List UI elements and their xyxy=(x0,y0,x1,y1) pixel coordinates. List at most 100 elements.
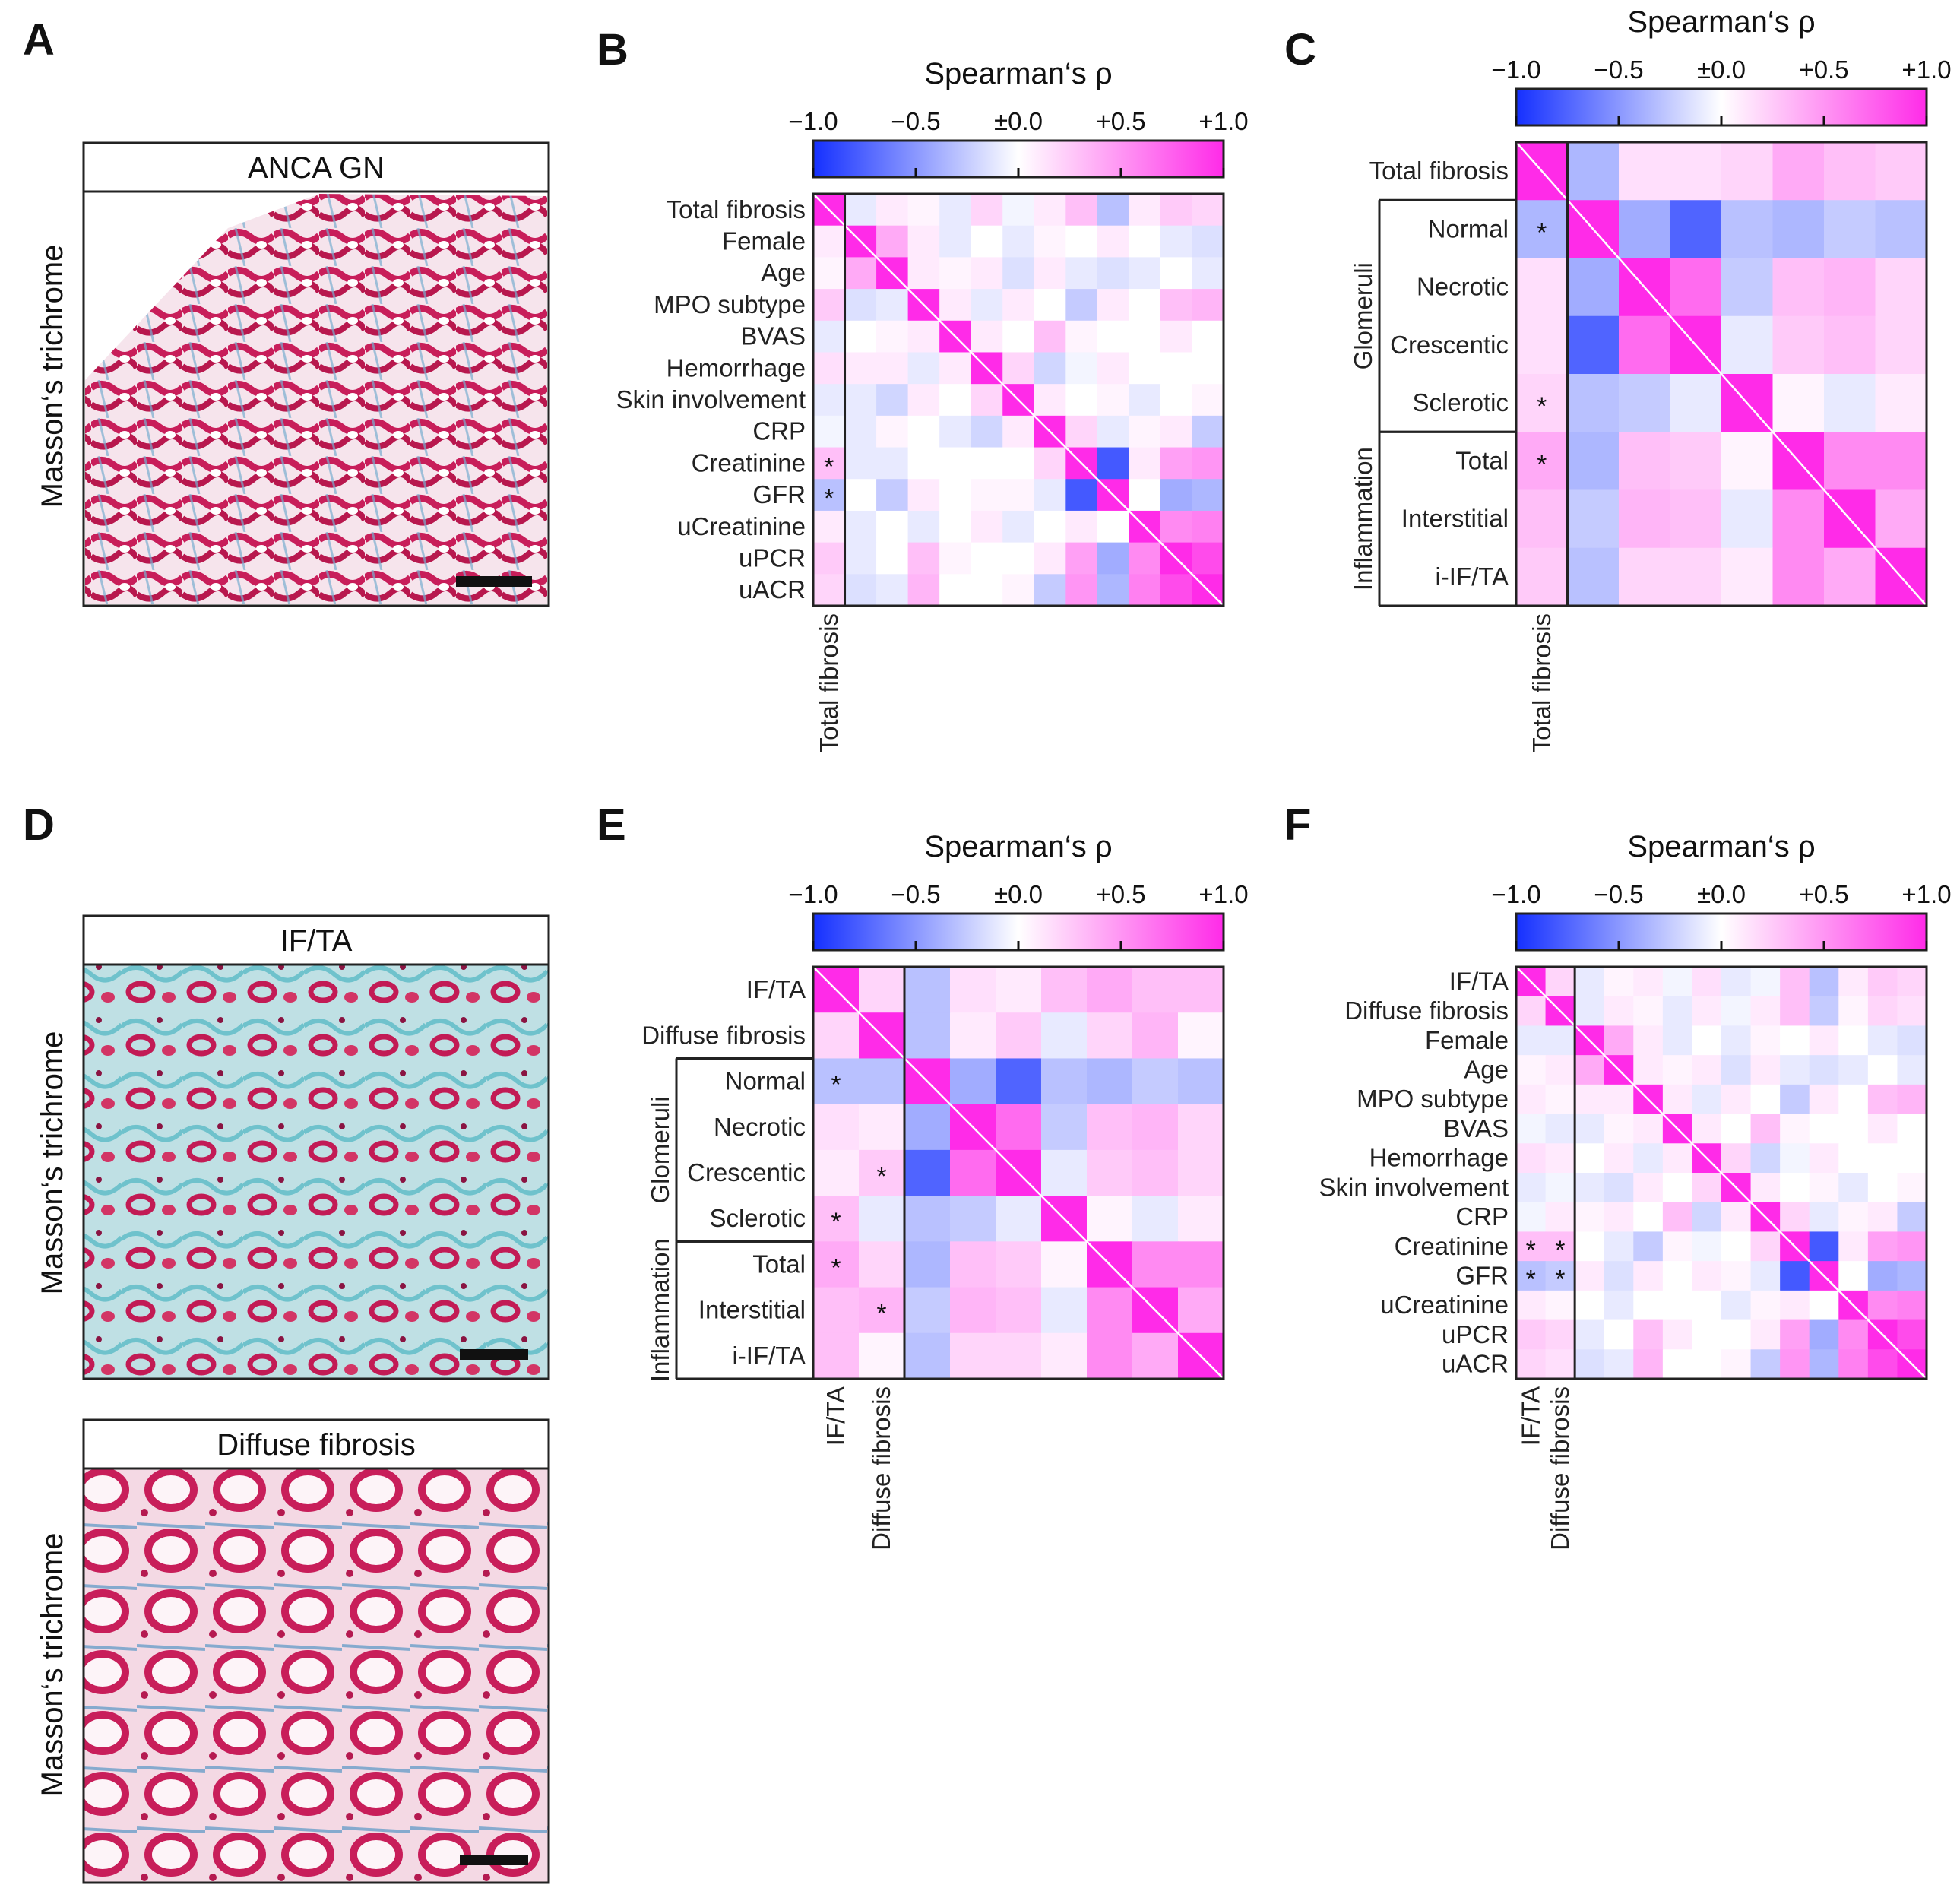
row-label-creatinine: Creatinine xyxy=(1395,1232,1509,1260)
heatmap-cell xyxy=(1897,996,1927,1026)
heatmap-cell xyxy=(1780,1202,1810,1232)
heatmap-cell xyxy=(859,1058,905,1105)
heatmap-cell xyxy=(1780,1114,1810,1144)
heatmap-cell xyxy=(859,1241,905,1288)
heatmap-cell xyxy=(1567,315,1620,375)
heatmap-cell xyxy=(844,447,877,480)
heatmap-cell xyxy=(1750,1290,1781,1321)
heatmap-cell xyxy=(1516,1055,1547,1085)
heatmap-cell xyxy=(813,1104,860,1151)
colorbar-title: Spearman‘s ρ xyxy=(1627,5,1815,39)
heatmap-cell xyxy=(1809,1055,1839,1085)
panel-letter-c: C xyxy=(1284,25,1316,74)
heatmap-cell xyxy=(1633,1349,1664,1380)
colorbar-tick-label: −1.0 xyxy=(1491,55,1540,84)
heatmap-cell xyxy=(1721,200,1773,258)
row-label-mpo-subtype: MPO subtype xyxy=(654,290,806,318)
heatmap-cell xyxy=(1065,225,1098,258)
column-label-if-ta: IF/TA xyxy=(1516,1386,1544,1446)
heatmap-cell xyxy=(1002,320,1035,353)
diagonal-line xyxy=(1515,966,1927,1380)
heatmap-cell xyxy=(1867,1025,1898,1056)
heatmap-cell xyxy=(1772,547,1825,607)
heatmap-cell xyxy=(1838,1349,1869,1380)
heatmap-cell xyxy=(1087,1287,1133,1334)
heatmap-cell xyxy=(1516,1143,1547,1174)
colorbar-tick-label: ±0.0 xyxy=(994,107,1043,135)
heatmap-cell xyxy=(996,1287,1042,1334)
heatmap-cell xyxy=(950,967,996,1013)
heatmap-cell xyxy=(1567,547,1620,607)
heatmap-cell xyxy=(1897,1173,1927,1203)
heatmap-cell xyxy=(939,542,972,575)
heatmap-cell xyxy=(1780,1261,1810,1291)
heatmap-cell xyxy=(1065,194,1098,227)
heatmap-cell xyxy=(1192,352,1224,385)
heatmap-cell xyxy=(1875,489,1927,549)
heatmap-cell xyxy=(907,352,940,385)
heatmap-cell xyxy=(1604,1319,1634,1350)
significance-star: * xyxy=(876,1300,886,1329)
heatmap-cell xyxy=(1824,547,1876,607)
row-label-i-if-ta: i-IF/TA xyxy=(732,1342,806,1370)
row-label-total: Total xyxy=(752,1250,806,1278)
heatmap-cell xyxy=(1867,1114,1898,1144)
heatmap-cell xyxy=(1160,257,1192,290)
heatmap-cell xyxy=(907,257,940,290)
heatmap-cell xyxy=(1132,1332,1179,1380)
heatmap-cell xyxy=(1692,1261,1722,1291)
heatmap-cell xyxy=(1604,1173,1634,1203)
heatmap-cell xyxy=(1867,1173,1898,1203)
heatmap-cell xyxy=(1545,1319,1575,1350)
heatmap-cell xyxy=(1178,1104,1224,1151)
heatmap-cell xyxy=(844,257,877,290)
heatmap-cell xyxy=(1065,352,1098,385)
heatmap-cell xyxy=(1087,1012,1133,1059)
heatmap-cell xyxy=(1516,1231,1547,1262)
row-label-gfr: GFR xyxy=(752,480,806,508)
heatmap-cell xyxy=(1192,320,1224,353)
row-label-diffuse-fibrosis: Diffuse fibrosis xyxy=(1344,996,1509,1025)
heatmap-cell xyxy=(904,1104,951,1151)
heatmap-cell xyxy=(1633,1231,1664,1262)
heatmap-cell xyxy=(1662,1084,1692,1115)
colorbar-tick-label: −0.5 xyxy=(891,880,940,908)
heatmap-cell xyxy=(1867,1143,1898,1174)
significance-star: * xyxy=(1555,1266,1565,1294)
panel-letter-e: E xyxy=(597,800,626,850)
heatmap-cell xyxy=(876,415,909,448)
heatmap-cell xyxy=(813,447,846,480)
colorbar-tick-label: +0.5 xyxy=(1799,55,1848,84)
heatmap-cell xyxy=(939,479,972,512)
heatmap-cell xyxy=(1670,489,1722,549)
row-label-if-ta: IF/TA xyxy=(1449,967,1509,995)
row-label-ucreatinine: uCreatinine xyxy=(677,512,806,540)
significance-star: * xyxy=(1537,218,1547,247)
heatmap-cell xyxy=(1002,510,1035,543)
heatmap-cell xyxy=(1516,489,1568,549)
heatmap-cell xyxy=(1002,194,1035,227)
heatmap-cell xyxy=(1034,194,1066,227)
heatmap-cell xyxy=(939,225,972,258)
heatmap-cell xyxy=(996,1058,1042,1105)
heatmap-cell xyxy=(1192,447,1224,480)
heatmap-cell xyxy=(1750,967,1781,997)
heatmap-e: Spearman‘s ρ −1.0 −0.5 ±0.0 +0.5 +1.0 * * * * * IF/… xyxy=(641,830,1248,1551)
heatmap-cell xyxy=(1875,200,1927,258)
heatmap-cell xyxy=(1809,1025,1839,1056)
heatmap-cell xyxy=(1087,967,1133,1013)
heatmap-cell xyxy=(1750,1261,1781,1291)
heatmap-cell xyxy=(1721,1261,1752,1291)
heatmap-cell xyxy=(1867,1261,1898,1291)
heatmap-cell xyxy=(1619,200,1670,258)
heatmap-cell xyxy=(1780,1055,1810,1085)
heatmap-cell xyxy=(1633,1173,1664,1203)
heatmap-cell xyxy=(1721,489,1773,549)
heatmap-cell xyxy=(1867,1055,1898,1085)
heatmap-cell xyxy=(971,542,1003,575)
heatmap-cell xyxy=(844,320,877,353)
heatmap-cell xyxy=(1662,1290,1692,1321)
significance-star: * xyxy=(831,1208,841,1237)
heatmap-cell xyxy=(1132,1058,1179,1105)
heatmap-cell xyxy=(1097,352,1129,385)
